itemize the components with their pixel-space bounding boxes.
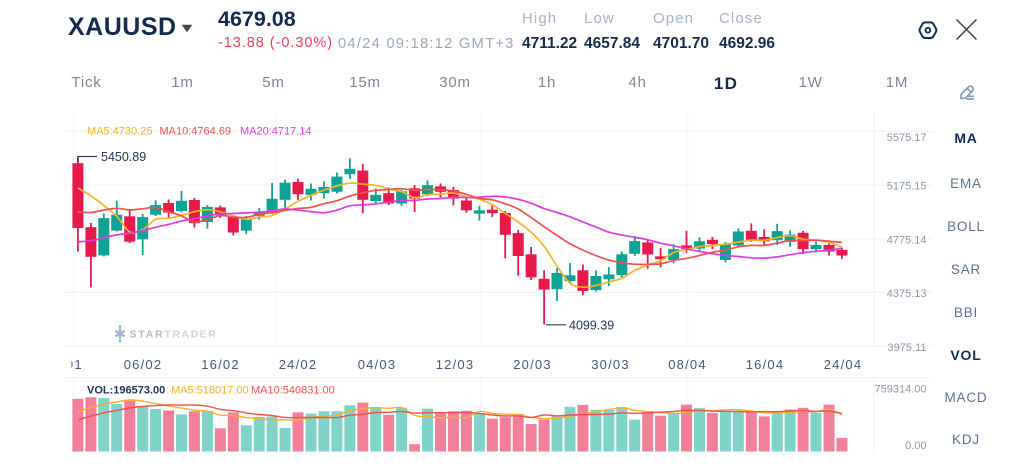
svg-text:30/01: 30/01 — [44, 357, 83, 372]
svg-text:20/03: 20/03 — [513, 357, 552, 372]
svg-text:30/03: 30/03 — [591, 357, 630, 372]
svg-text:06/02: 06/02 — [124, 357, 163, 372]
svg-text:5450.89: 5450.89 — [101, 150, 146, 164]
svg-text:759314.00: 759314.00 — [875, 384, 927, 396]
svg-text:12/03: 12/03 — [436, 357, 475, 372]
svg-text:MA10:540831.00: MA10:540831.00 — [251, 385, 335, 397]
svg-text:24/02: 24/02 — [279, 357, 318, 372]
svg-text:4099.39: 4099.39 — [569, 319, 614, 333]
svg-text:24/04: 24/04 — [824, 357, 863, 372]
svg-text:5575.17: 5575.17 — [887, 132, 927, 144]
svg-text:4375.13: 4375.13 — [887, 288, 927, 300]
svg-text:04/03: 04/03 — [358, 357, 397, 372]
svg-text:0.00: 0.00 — [905, 440, 926, 452]
svg-text:MA5:518017.00: MA5:518017.00 — [171, 385, 249, 397]
svg-text:MA20:4717.14: MA20:4717.14 — [240, 126, 312, 138]
svg-text:08/04: 08/04 — [668, 357, 707, 372]
svg-text:4775.14: 4775.14 — [887, 234, 927, 246]
svg-text:TRADER: TRADER — [165, 329, 218, 341]
svg-text:16/02: 16/02 — [201, 357, 240, 372]
svg-text:MA5:4730.25: MA5:4730.25 — [87, 126, 152, 138]
svg-text:STAR: STAR — [130, 329, 165, 341]
svg-text:VOL:196573.00: VOL:196573.00 — [87, 385, 165, 397]
svg-text:3975.11: 3975.11 — [888, 342, 927, 354]
svg-text:MA10:4764.69: MA10:4764.69 — [160, 126, 232, 138]
svg-text:16/04: 16/04 — [746, 357, 785, 372]
svg-text:5175.15: 5175.15 — [887, 181, 927, 193]
